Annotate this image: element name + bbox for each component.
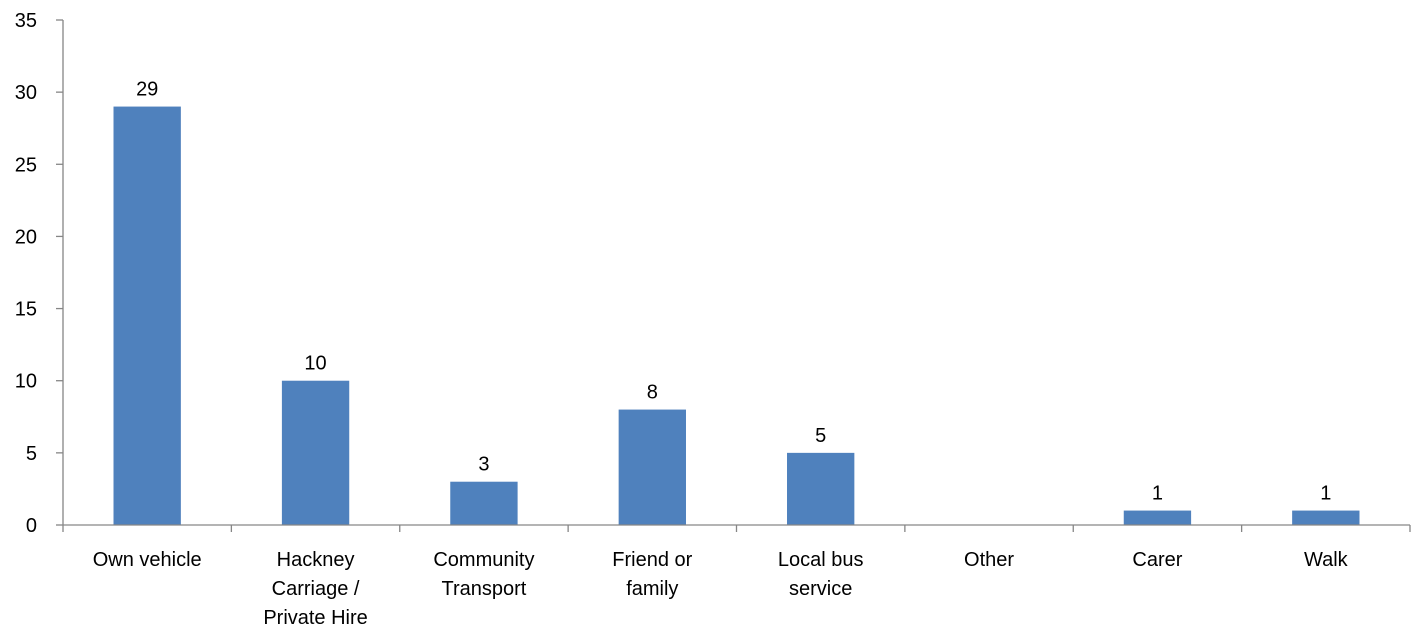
y-tick-label-0: 0 [26,515,37,537]
data-label-0: 29 [136,79,158,101]
bar-1 [281,380,350,525]
y-tick-label-1: 5 [26,443,37,465]
x-category-label-1: Hackney Carriage / Private Hire [263,549,367,629]
bar-0 [113,106,181,525]
bar-7 [1292,510,1360,525]
x-category-label-4: Local bus service [778,549,864,600]
bars-group [113,106,1360,525]
bar-2 [450,481,518,525]
data-label-3: 8 [647,382,658,404]
y-tick-label-4: 20 [15,226,37,248]
x-category-label-2: Community Transport [433,549,534,600]
y-tick-label-2: 10 [15,371,37,393]
data-label-7: 1 [1320,483,1331,505]
x-axis-ticks: Own vehicle Hackney Carriage / Private Hire… [62,525,1411,629]
y-tick-label-6: 30 [15,82,37,104]
bar-3 [618,409,686,525]
y-tick-label-5: 25 [15,154,37,176]
data-labels-group: 29 10 3 8 5 1 1 [136,79,1331,505]
data-label-1: 10 [304,353,326,375]
axes-group [62,20,1410,526]
x-category-label-3: Friend or family [612,549,692,600]
data-label-4: 5 [815,425,826,447]
data-label-2: 3 [478,454,489,476]
x-category-label-6: Carer [1132,549,1182,571]
x-category-label-0: Own vehicle [93,549,202,571]
y-tick-label-3: 15 [15,299,37,321]
data-label-6: 1 [1152,483,1163,505]
x-category-label-7: Walk [1304,549,1349,571]
x-category-label-5: Other [964,549,1014,571]
bar-4 [787,452,855,525]
bar-6 [1123,510,1192,525]
y-axis-ticks: 0 5 10 15 20 25 30 35 [15,10,63,537]
y-tick-label-7: 35 [15,10,37,32]
